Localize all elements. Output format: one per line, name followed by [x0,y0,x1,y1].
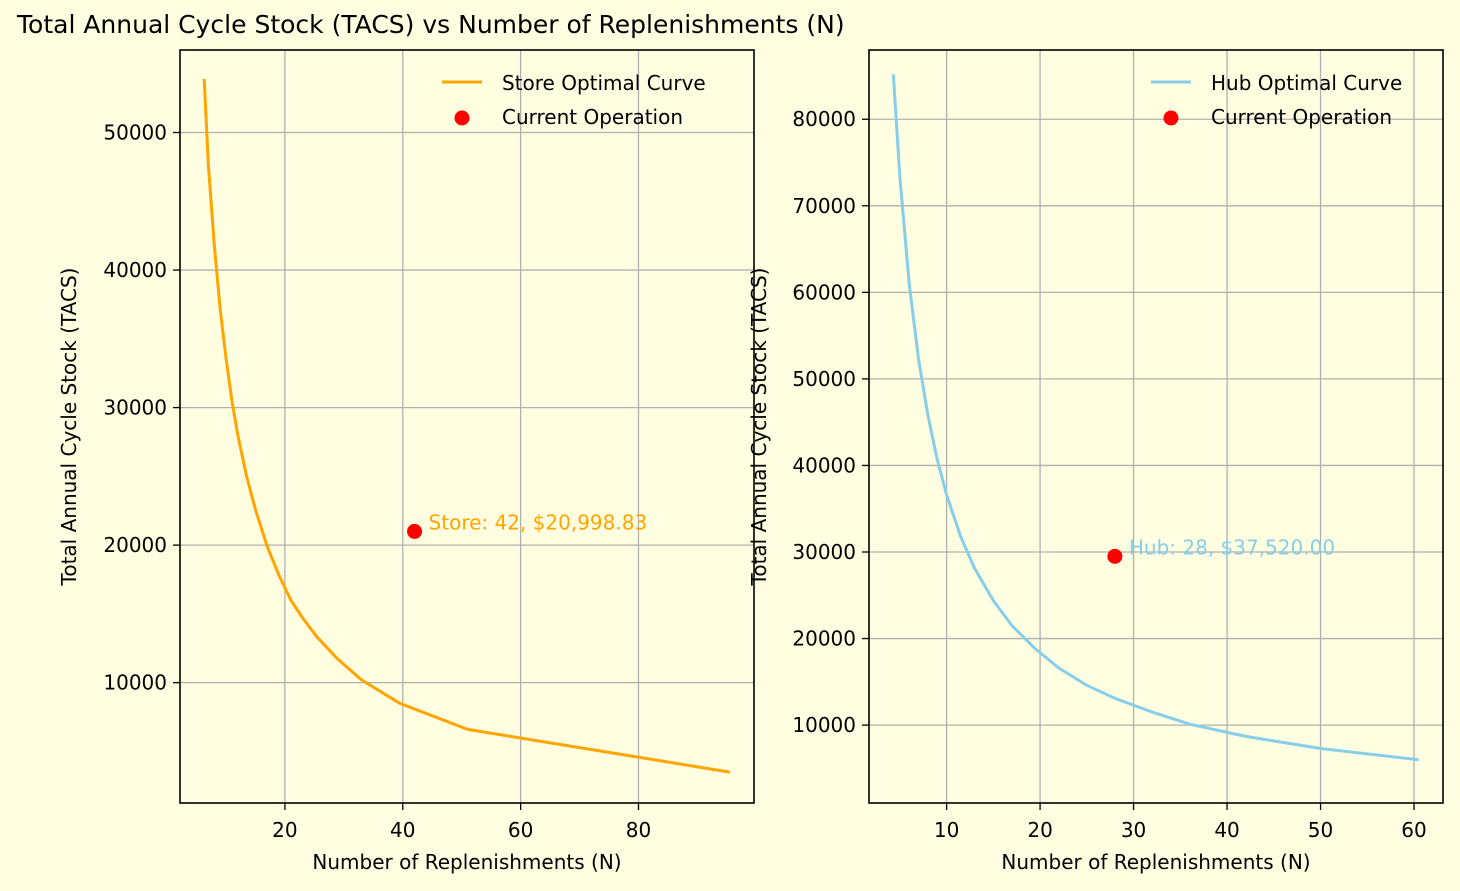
store-current-operation-point [407,523,423,539]
hub-xtick-label-1: 20 [1027,818,1052,842]
store-plot-area [202,78,731,774]
hub-ytick-label-1: 20000 [792,627,856,651]
hub-ytick-label-6: 70000 [792,194,856,218]
store-chart: Store: 42, $20,998.83 20 40 60 80 10000 20000 3… [57,49,755,874]
hub-ytick-label-2: 30000 [792,540,856,564]
store-ytick-label-4: 50000 [103,121,167,145]
hub-legend-swatch-1 [1163,110,1179,126]
hub-xtick-label-2: 30 [1121,818,1146,842]
store-annotation: Store: 42, $20,998.83 [429,510,648,534]
hub-legend-label-0: Hub Optimal Curve [1211,71,1402,95]
store-ytick-label-1: 20000 [103,533,167,557]
store-legend-label-0: Store Optimal Curve [502,71,706,95]
store-xtick-label-1: 40 [390,818,415,842]
figure-title: Total Annual Cycle Stock (TACS) vs Numbe… [17,10,845,39]
hub-ytick-label-0: 10000 [792,713,856,737]
store-xtick-label-3: 80 [626,818,651,842]
hub-curve-line [891,74,1419,762]
store-legend-swatch-1 [454,110,470,126]
hub-ytick-label-4: 50000 [792,367,856,391]
hub-axes-frame [868,49,1444,804]
hub-plot-area [891,74,1419,762]
store-y-axis-label: Total Annual Cycle Stock (TACS) [57,268,81,587]
hub-chart: Hub: 28, $37,520.00 10 20 30 40 50 60 10000 2000… [747,49,1444,874]
hub-grid [869,50,1443,803]
hub-ytick-label-3: 40000 [792,453,856,477]
hub-current-operation-point [1107,548,1123,564]
store-xtick-label-2: 60 [508,818,533,842]
store-ytick-label-0: 10000 [103,671,167,695]
store-legend: Store Optimal Curve Current Operation [442,71,706,129]
store-grid [180,50,754,803]
hub-ytick-label-5: 60000 [792,280,856,304]
store-curve-line [202,78,731,774]
store-ytick-label-3: 40000 [103,258,167,282]
store-axes-frame [179,49,755,804]
store-legend-label-1: Current Operation [502,105,683,129]
hub-xtick-label-5: 60 [1401,818,1426,842]
hub-legend: Hub Optimal Curve Current Operation [1151,71,1402,129]
store-x-axis-label: Number of Replenishments (N) [312,850,621,874]
store-ytick-label-2: 30000 [103,396,167,420]
hub-xtick-label-0: 10 [934,818,959,842]
hub-ytick-label-7: 80000 [792,107,856,131]
store-xtick-label-0: 20 [272,818,297,842]
hub-xtick-label-4: 50 [1308,818,1333,842]
hub-legend-label-1: Current Operation [1211,105,1392,129]
hub-xtick-label-3: 40 [1214,818,1239,842]
hub-x-axis-label: Number of Replenishments (N) [1001,850,1310,874]
hub-y-axis-label: Total Annual Cycle Stock (TACS) [747,268,771,587]
hub-annotation: Hub: 28, $37,520.00 [1129,535,1335,559]
